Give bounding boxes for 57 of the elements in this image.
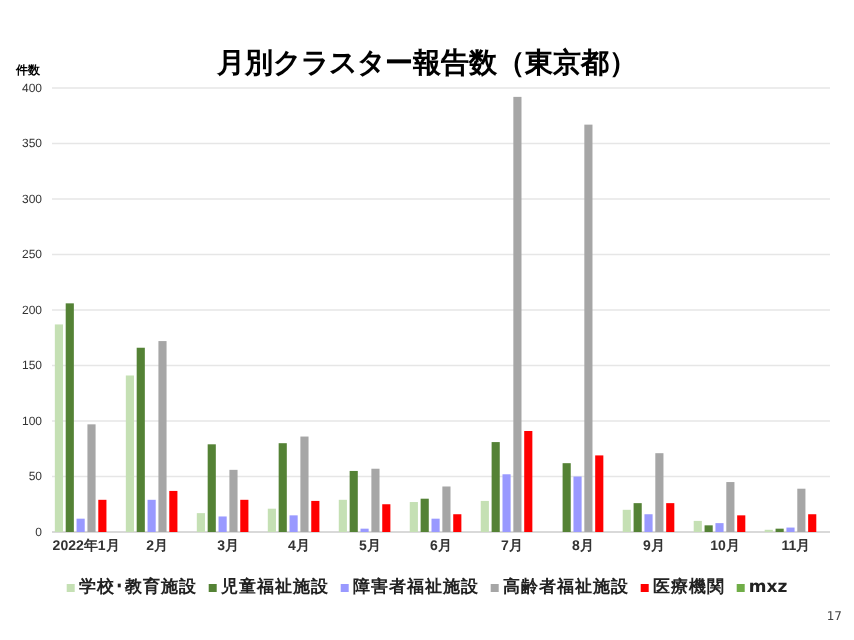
- bar: [169, 490, 178, 532]
- bar: [371, 468, 380, 532]
- legend-label: 障害者福祉施設: [352, 576, 481, 598]
- legend-label: 学校･教育施設: [78, 574, 199, 598]
- bar: [136, 347, 145, 532]
- bar: [382, 504, 391, 532]
- bar: [808, 514, 817, 532]
- bar: [715, 523, 724, 532]
- legend-label: mxz: [748, 578, 788, 598]
- bar: [289, 515, 298, 532]
- bar: [633, 503, 642, 532]
- bar: [98, 499, 107, 532]
- legend-label: 高齢者福祉施設: [502, 576, 631, 598]
- bar: [797, 488, 806, 532]
- bar: [311, 500, 320, 532]
- bar: [644, 514, 653, 532]
- bar: [584, 124, 593, 532]
- bar: [300, 436, 309, 532]
- bar: [196, 513, 205, 532]
- bar: [87, 424, 96, 532]
- legend-label: 児童福祉施設: [218, 576, 331, 598]
- bar: [240, 499, 249, 532]
- bar: [737, 515, 746, 532]
- bar: [229, 469, 238, 532]
- bar: [513, 96, 522, 532]
- bar: [349, 470, 358, 532]
- chart-title: 月別クラスター報告数（東京都）: [215, 46, 637, 80]
- bar: [502, 474, 511, 532]
- bar: [431, 518, 440, 532]
- bar: [278, 443, 287, 532]
- bar: [704, 525, 713, 532]
- bar: [267, 508, 276, 532]
- bar: [693, 520, 702, 532]
- bar: [65, 303, 74, 532]
- bar: [726, 482, 735, 532]
- bar: [524, 430, 533, 532]
- bar: [158, 341, 167, 532]
- bar: [480, 500, 489, 532]
- bar: [54, 324, 63, 532]
- bar: [666, 503, 675, 532]
- bar: [76, 518, 85, 532]
- bar: [595, 455, 604, 532]
- bar: [573, 476, 582, 532]
- bar: [622, 509, 631, 532]
- bar: [491, 442, 500, 532]
- bar: [147, 499, 156, 532]
- legend-label: 医療機関: [652, 576, 725, 598]
- bar: [453, 514, 462, 532]
- bar: [420, 498, 429, 532]
- bar: [562, 463, 571, 532]
- bar: [218, 516, 227, 532]
- bar: [442, 486, 451, 532]
- bar: [409, 502, 418, 532]
- bar: [338, 499, 347, 532]
- bar: [655, 453, 664, 532]
- bar: [207, 444, 216, 532]
- bar: [125, 375, 134, 532]
